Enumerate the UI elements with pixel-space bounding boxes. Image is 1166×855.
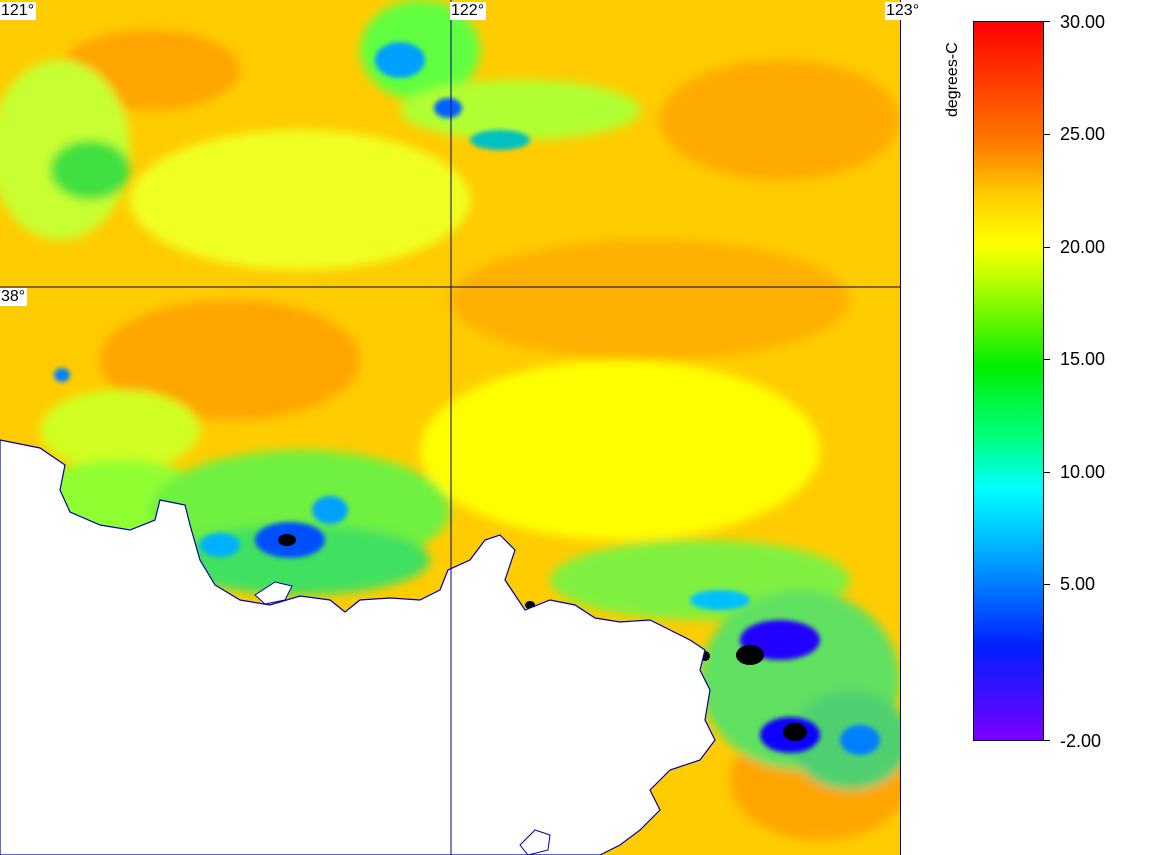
legend-tick bbox=[1044, 359, 1050, 360]
color-scale-bar bbox=[973, 21, 1044, 741]
color-legend: degrees-C 30.00 25.00 20.00 15.00 10.00 … bbox=[930, 0, 1166, 855]
map-canvas bbox=[0, 0, 901, 855]
island bbox=[519, 829, 551, 855]
latitude-label-38: 38° bbox=[0, 288, 28, 306]
temperature-field bbox=[0, 0, 901, 840]
legend-tick bbox=[1044, 134, 1050, 135]
legend-unit-title: degrees-C bbox=[944, 42, 961, 117]
sea-surface-temperature-map[interactable]: 121° 122° 38° bbox=[0, 0, 901, 855]
legend-tick-label: -2.00 bbox=[1060, 731, 1102, 751]
longitude-label-122: 122° bbox=[450, 2, 487, 20]
legend-tick bbox=[1044, 472, 1050, 473]
longitude-label-121: 121° bbox=[0, 2, 37, 20]
legend-tick-label: 25.00 bbox=[1060, 124, 1106, 144]
legend-tick-label: 30.00 bbox=[1060, 12, 1106, 32]
legend-tick bbox=[1044, 584, 1050, 585]
longitude-label-123: 123° bbox=[885, 2, 922, 20]
legend-tick bbox=[1044, 740, 1050, 741]
land-mass bbox=[0, 439, 716, 855]
legend-tick-label: 20.00 bbox=[1060, 237, 1106, 257]
legend-tick-label: 15.00 bbox=[1060, 349, 1106, 369]
legend-tick bbox=[1044, 21, 1050, 22]
legend-tick bbox=[1044, 247, 1050, 248]
legend-tick-label: 10.00 bbox=[1060, 462, 1106, 482]
island bbox=[254, 581, 293, 605]
legend-tick-label: 5.00 bbox=[1060, 574, 1096, 594]
